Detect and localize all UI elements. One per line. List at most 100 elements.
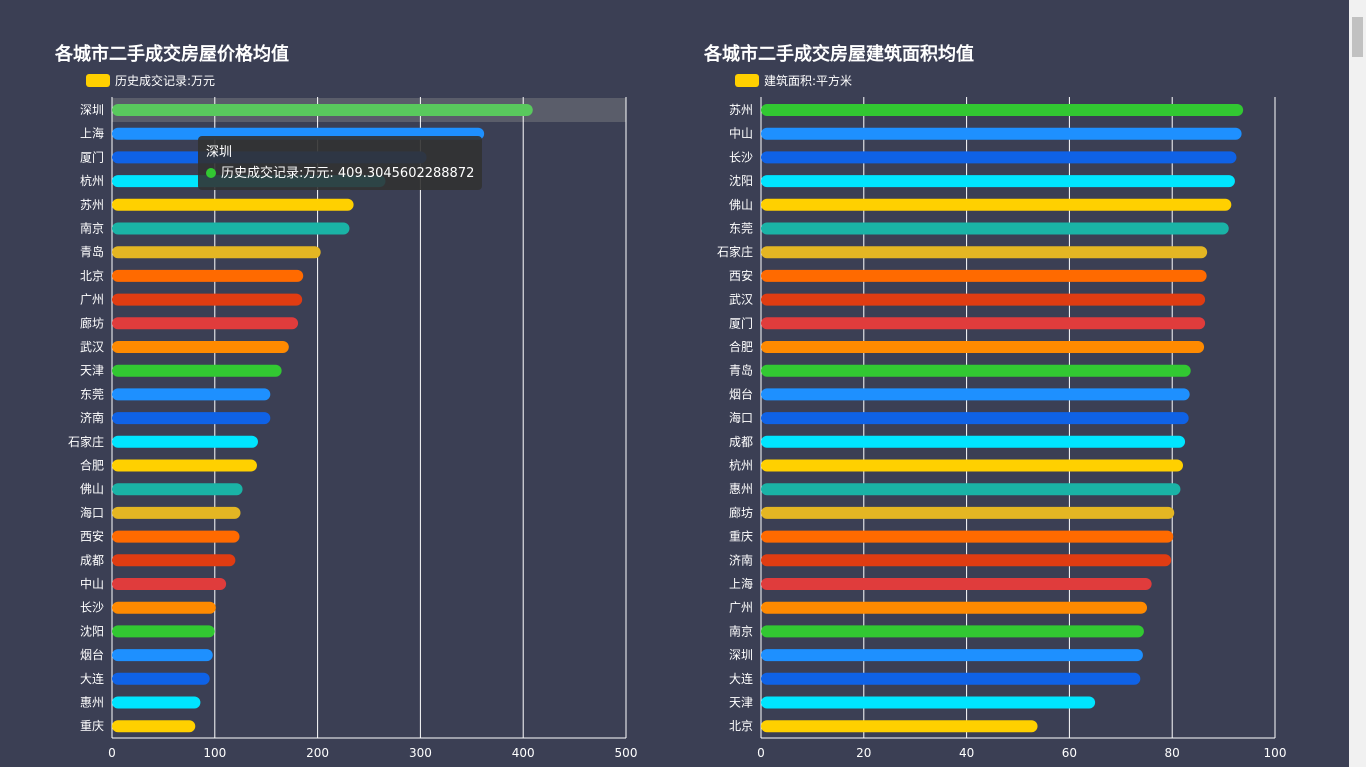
tooltip-series-label: 历史成交记录:万元 [221, 166, 330, 181]
bar [112, 554, 236, 567]
y-category-label: 青岛 [729, 363, 753, 378]
y-category-label: 石家庄 [68, 434, 104, 449]
bar [761, 672, 1141, 685]
y-category-label: 南京 [80, 221, 104, 236]
legend-swatch [735, 74, 759, 87]
y-category-label: 天津 [729, 696, 753, 710]
y-category-label: 合肥 [729, 339, 753, 354]
tooltip-value: 409.3045602288872 [337, 166, 475, 181]
bar [112, 649, 213, 662]
bar [761, 269, 1207, 282]
y-category-label: 天津 [80, 364, 104, 378]
y-category-label: 成都 [80, 553, 104, 567]
y-category-label: 杭州 [80, 173, 104, 188]
scrollbar-thumb[interactable] [1352, 17, 1363, 57]
tooltip-title: 深圳 [206, 145, 233, 160]
y-category-label: 海口 [80, 505, 104, 520]
bar [112, 293, 303, 306]
y-category-label: 西安 [729, 268, 753, 283]
x-tick-label: 300 [409, 746, 432, 760]
y-category-label: 西安 [80, 529, 104, 544]
x-tick-label: 60 [1062, 746, 1077, 760]
y-category-label: 深圳 [80, 103, 104, 117]
y-category-label: 沈阳 [80, 623, 104, 638]
y-category-label: 长沙 [80, 601, 104, 615]
bar [112, 198, 354, 211]
y-category-label: 苏州 [80, 198, 104, 212]
bar [761, 151, 1237, 164]
bar [761, 649, 1143, 662]
y-category-label: 北京 [729, 719, 753, 733]
y-category-label: 上海 [729, 576, 753, 591]
tooltip: 深圳 历史成交记录:万元: 409.3045602288872 [198, 136, 483, 190]
y-category-label: 石家庄 [717, 244, 753, 259]
bar [761, 222, 1229, 235]
bar [112, 269, 304, 282]
tooltip-separator: : [329, 166, 338, 181]
bar [761, 720, 1038, 733]
y-category-label: 廊坊 [729, 505, 753, 520]
y-category-label: 厦门 [80, 149, 104, 164]
bar [112, 578, 227, 590]
y-category-label: 苏州 [729, 103, 753, 117]
y-category-label: 惠州 [729, 482, 753, 496]
vertical-scrollbar[interactable] [1349, 0, 1366, 767]
tooltip-row: 历史成交记录:万元: 409.3045602288872 [206, 163, 474, 184]
bar [761, 696, 1096, 709]
bar [112, 696, 201, 709]
bar [112, 222, 350, 235]
y-category-label: 北京 [80, 269, 104, 283]
bar [112, 459, 257, 472]
y-category-label: 沈阳 [729, 173, 753, 188]
x-tick-label: 0 [108, 746, 116, 760]
y-category-label: 南京 [729, 623, 753, 638]
x-tick-label: 200 [306, 746, 329, 760]
bar [112, 672, 210, 685]
bar [112, 412, 271, 425]
y-category-label: 廊坊 [80, 315, 104, 330]
tooltip-series-dot [206, 168, 216, 178]
bar [761, 435, 1186, 448]
bar [112, 364, 282, 377]
y-category-label: 武汉 [80, 340, 104, 354]
bar [761, 175, 1235, 188]
bar [112, 625, 215, 638]
y-category-label: 大连 [729, 671, 753, 686]
bar [761, 104, 1244, 116]
y-category-label: 上海 [80, 126, 104, 141]
y-category-label: 东莞 [729, 222, 753, 236]
bar [112, 720, 196, 733]
chart-title: 各城市二手成交房屋建筑面积均值 [703, 43, 974, 65]
y-category-label: 烟台 [729, 386, 753, 401]
y-category-label: 广州 [80, 293, 104, 307]
x-tick-label: 100 [1264, 746, 1287, 760]
bar [761, 341, 1205, 353]
y-category-label: 重庆 [729, 530, 753, 544]
x-tick-label: 0 [757, 746, 765, 760]
y-category-label: 海口 [729, 410, 753, 425]
legend-label: 建筑面积:平方米 [764, 73, 852, 88]
bar [112, 341, 289, 353]
bar [761, 388, 1190, 401]
y-category-label: 中山 [729, 126, 753, 141]
x-tick-label: 100 [203, 746, 226, 760]
y-category-label: 长沙 [729, 150, 753, 164]
bar [761, 554, 1172, 567]
bar [761, 293, 1206, 306]
bar [761, 198, 1232, 211]
y-category-label: 青岛 [80, 244, 104, 259]
y-category-label: 济南 [80, 410, 104, 425]
bar [112, 506, 241, 519]
y-category-label: 合肥 [80, 458, 104, 473]
bar [761, 578, 1152, 590]
bar [112, 317, 299, 330]
y-category-label: 惠州 [80, 696, 104, 710]
x-tick-label: 40 [959, 746, 974, 760]
y-category-label: 中山 [80, 576, 104, 591]
x-tick-label: 400 [512, 746, 535, 760]
y-category-label: 重庆 [80, 719, 104, 733]
bar [112, 104, 533, 116]
y-category-label: 厦门 [729, 315, 753, 330]
